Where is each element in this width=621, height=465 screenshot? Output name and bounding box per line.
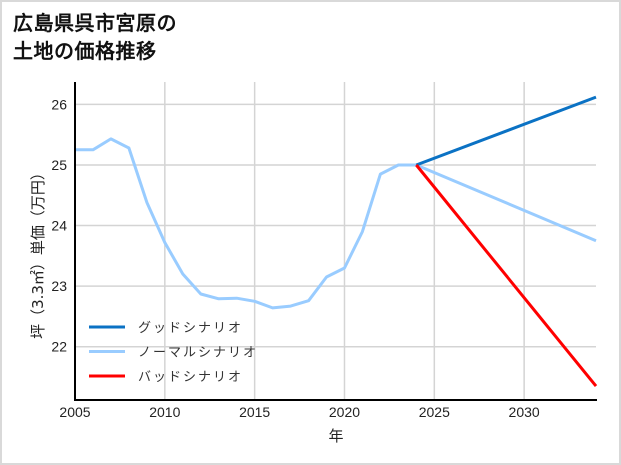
x-tick-label: 2005 (59, 404, 90, 420)
series-line (415, 95, 597, 167)
legend-label: ノーマルシナリオ (138, 346, 258, 361)
axes (74, 82, 597, 401)
y-tick-label: 22 (51, 339, 67, 355)
y-tick-label: 23 (51, 278, 67, 294)
series-line (75, 137, 597, 310)
legend-label: バッドシナリオ (138, 370, 243, 385)
chart-title: 広島県呉市宮原の 土地の価格推移 (13, 11, 177, 63)
x-tick-label: 2010 (149, 404, 180, 420)
legend-label: グッドシナリオ (138, 321, 243, 336)
tick-labels: 22 23 24 25 26 2005 2010 2015 2020 2025 2030 (51, 96, 539, 420)
x-tick-label: 2015 (239, 404, 270, 420)
series-lines (75, 95, 598, 388)
gridlines (75, 82, 596, 400)
x-tick-label: 2030 (509, 404, 540, 420)
x-axis-label: 年 (328, 427, 343, 445)
series-line (415, 164, 598, 388)
x-tick-label: 2020 (329, 404, 360, 420)
y-tick-label: 24 (51, 218, 67, 234)
y-tick-label: 26 (51, 96, 67, 112)
y-tick-label: 25 (51, 157, 67, 173)
y-axis-label: 坪（3.3㎡）単価（万円） (29, 165, 47, 339)
x-tick-label: 2025 (419, 404, 450, 420)
